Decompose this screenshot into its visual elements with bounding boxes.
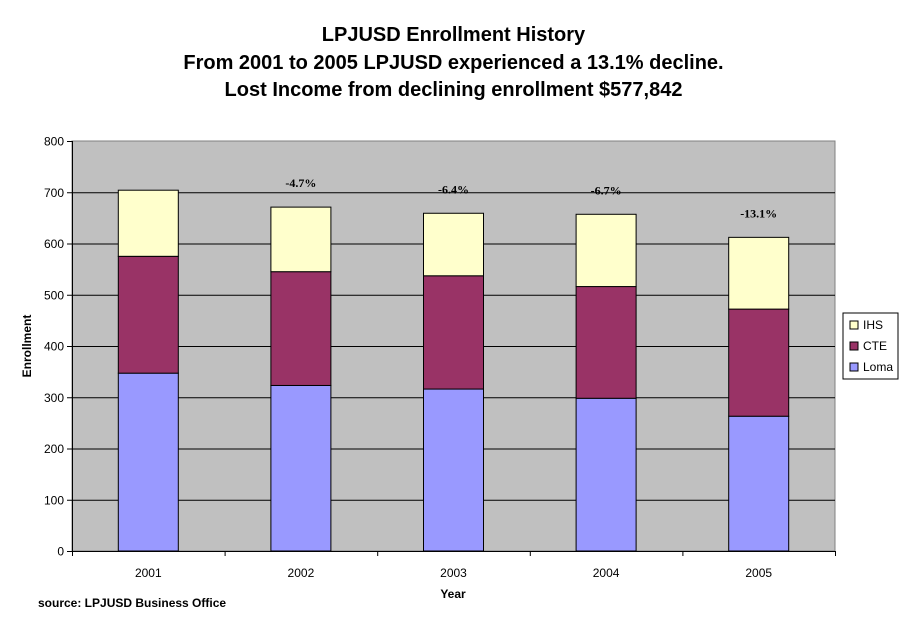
- y-tick-label: 600: [44, 237, 64, 251]
- bar-annotation: -6.7%: [591, 183, 622, 197]
- y-tick-label: 800: [44, 135, 64, 149]
- bar-cte-2001: [117, 255, 179, 374]
- y-tick-label: 400: [44, 340, 64, 354]
- bar-ihs-2002: [270, 206, 332, 273]
- y-tick-label: 0: [57, 545, 64, 559]
- y-tick-label: 100: [44, 493, 64, 507]
- y-tick-label: 200: [44, 442, 64, 456]
- bar-loma-2002: [270, 384, 332, 552]
- bar-loma-2003: [423, 388, 484, 552]
- chart-subtitle: From 2001 to 2005 LPJUSD experienced a 1…: [183, 52, 724, 74]
- y-tick-label: 700: [44, 186, 64, 200]
- bar-loma-2001: [117, 372, 179, 552]
- x-tick-label: 2005: [745, 566, 772, 580]
- source-note: source: LPJUSD Business Office: [38, 596, 227, 610]
- bar-cte-2002: [270, 271, 332, 386]
- x-tick-label: 2004: [593, 566, 620, 580]
- bar-cte-2003: [423, 275, 484, 390]
- legend-swatch-cte: [849, 341, 859, 351]
- x-axis-label: Year: [440, 587, 466, 601]
- bar-ihs-2005: [728, 236, 790, 310]
- y-tick-label: 300: [44, 391, 64, 405]
- legend-swatch-ihs: [849, 320, 859, 330]
- x-tick-label: 2001: [135, 566, 162, 580]
- bar-ihs-2004: [575, 213, 637, 288]
- bar-ihs-2003: [423, 212, 484, 277]
- y-axis-label: Enrollment: [20, 315, 34, 378]
- bar-annotation: -4.7%: [285, 176, 316, 190]
- legend-swatch-loma: [849, 362, 859, 372]
- legend-label-ihs: IHS: [863, 318, 883, 332]
- bar-annotation: -13.1%: [740, 206, 777, 220]
- bar-cte-2005: [728, 308, 790, 417]
- bar-cte-2004: [575, 286, 637, 399]
- legend-label-cte: CTE: [863, 339, 887, 353]
- bar-ihs-2001: [117, 189, 179, 257]
- x-tick-label: 2003: [440, 566, 467, 580]
- x-tick-label: 2002: [288, 566, 315, 580]
- y-tick-label: 500: [44, 288, 64, 302]
- bar-loma-2005: [728, 415, 790, 552]
- chart-title: LPJUSD Enrollment History: [321, 24, 586, 46]
- bar-loma-2004: [575, 397, 637, 552]
- bar-annotation: -6.4%: [438, 182, 469, 196]
- chart-subtitle-2: Lost Income from declining enrollment $5…: [224, 79, 683, 101]
- legend-label-loma: Loma: [863, 360, 893, 374]
